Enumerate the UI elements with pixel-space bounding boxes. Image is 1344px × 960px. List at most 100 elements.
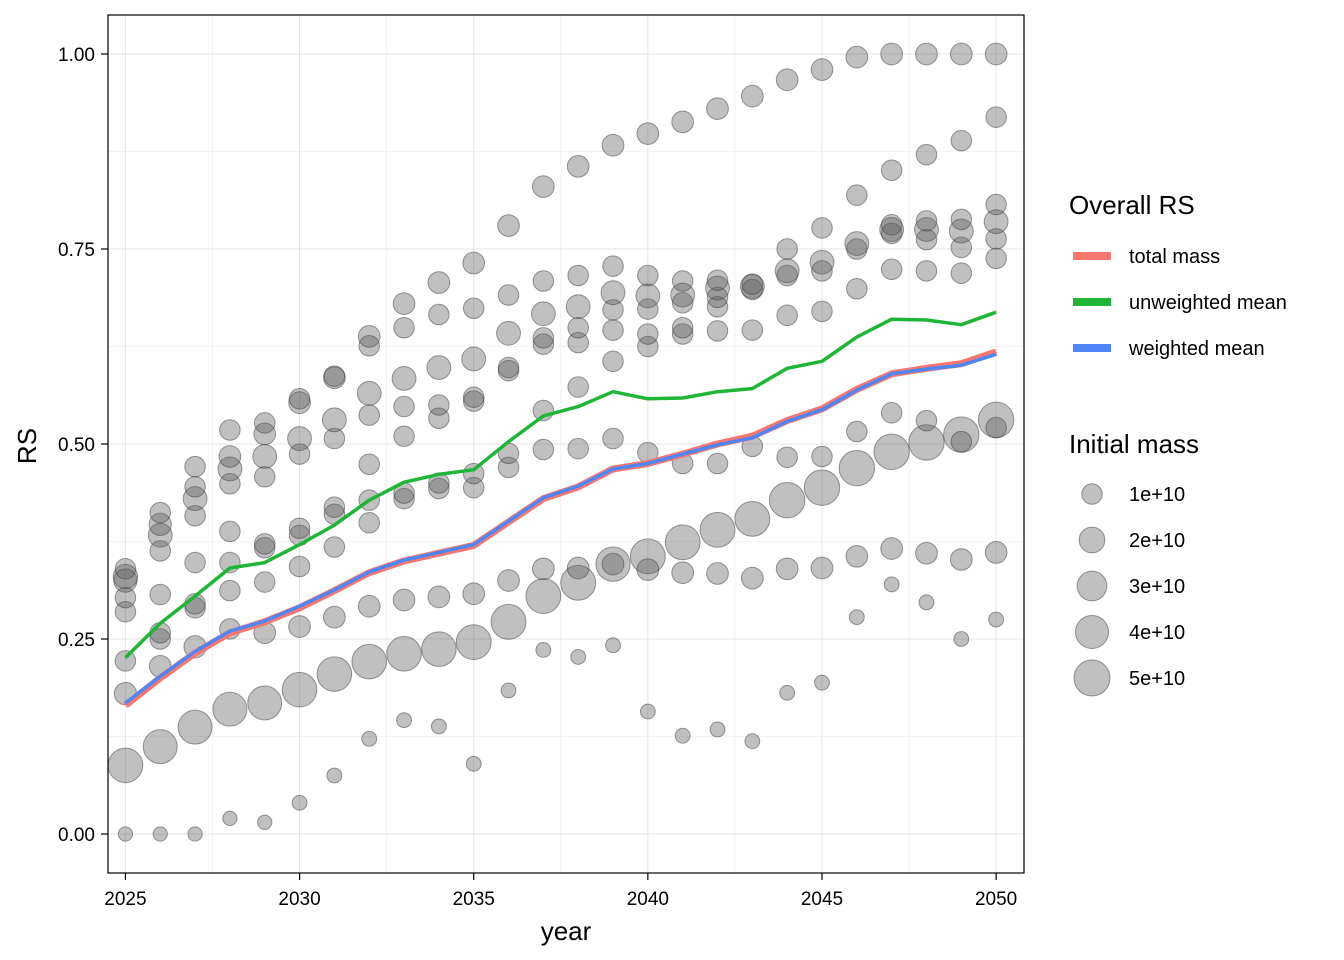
legend-overall-rs: Overall RS total mass unweighted mean weig… [1069,190,1287,360]
data-point [985,416,1007,439]
data-point [838,449,876,487]
data-point [427,271,451,294]
data-point [950,262,973,284]
data-point [636,122,660,145]
data-point [149,628,172,650]
data-point [358,334,380,357]
data-point [462,297,485,320]
data-point [776,304,798,327]
data-point [184,476,206,498]
data-point [950,129,973,152]
data-point [219,419,241,441]
data-point [421,631,457,667]
data-point [184,455,206,478]
data-point [530,301,556,327]
data-point [428,394,450,416]
data-point [253,533,276,555]
data-point [497,284,520,306]
data-point [879,217,905,242]
data-point [117,826,134,842]
data-point [358,453,380,476]
data-point [914,217,939,242]
data-point [811,217,833,239]
legend-size-key [1074,614,1110,650]
x-tick-label: 2045 [801,889,843,910]
data-point [142,729,178,765]
data-point [674,727,691,744]
data-point [950,208,973,231]
y-axis-title: RS [12,428,42,464]
data-point [915,260,938,282]
data-point [148,512,172,536]
data-point [114,650,137,672]
x-axis: 2025 2030 2035 2040 2045 2050 [104,873,1017,910]
data-point [386,636,422,672]
data-point [149,583,172,606]
data-point [219,520,241,543]
x-tick-label: 2035 [453,889,495,910]
data-point [532,270,555,292]
data-point [177,709,213,745]
data-point [323,536,346,558]
data-point [671,317,694,339]
data-point [741,319,764,341]
data-point [567,317,589,339]
data-point [149,501,172,524]
data-point [392,588,416,612]
series-lines [123,310,998,709]
x-tick-label: 2040 [627,889,669,910]
data-point [706,286,729,309]
data-point [567,437,589,460]
data-point [212,691,248,727]
data-point [915,541,938,565]
legend-label: weighted mean [1128,338,1265,360]
data-point [565,294,591,320]
data-point [779,684,796,701]
data-point [184,504,206,527]
data-point [602,427,624,450]
data-point [601,552,625,576]
data-point [706,97,729,120]
data-point [985,193,1007,216]
data-point [880,222,903,245]
data-point [845,45,869,69]
data-point [637,323,659,345]
data-point [323,496,346,518]
data-point [152,826,168,842]
x-tick-label: 2030 [278,889,320,910]
data-point [845,544,869,568]
data-point [567,376,589,398]
data-point [706,452,729,475]
legend-initial-mass: Initial mass 1e+10 2e+10 3e+10 4e+10 5e+10 [1069,429,1199,697]
series-line-1 [124,310,997,659]
data-point [985,247,1007,270]
data-point [455,624,492,661]
data-point [705,275,730,301]
scatter-points [107,42,1015,842]
data-point [948,218,974,244]
data-point [873,433,910,471]
data-point [356,380,382,406]
data-point [323,365,346,387]
data-point [709,721,726,738]
data-point [496,320,521,346]
legend-size-key [1078,526,1106,554]
x-axis-title: year [541,916,592,946]
data-point [567,264,589,287]
data-point [883,576,900,593]
data-point [811,300,833,323]
data-point [741,278,764,301]
data-point [846,420,868,443]
data-point [323,427,346,450]
data-point [427,585,451,609]
data-point [323,605,346,629]
data-point [566,154,590,178]
data-point [532,438,555,461]
data-point [358,512,380,534]
y-tick-label: 0.50 [58,435,95,456]
data-point [848,609,865,626]
data-point [490,603,527,640]
data-point [775,68,799,92]
data-point [706,295,729,318]
data-point [532,333,555,355]
